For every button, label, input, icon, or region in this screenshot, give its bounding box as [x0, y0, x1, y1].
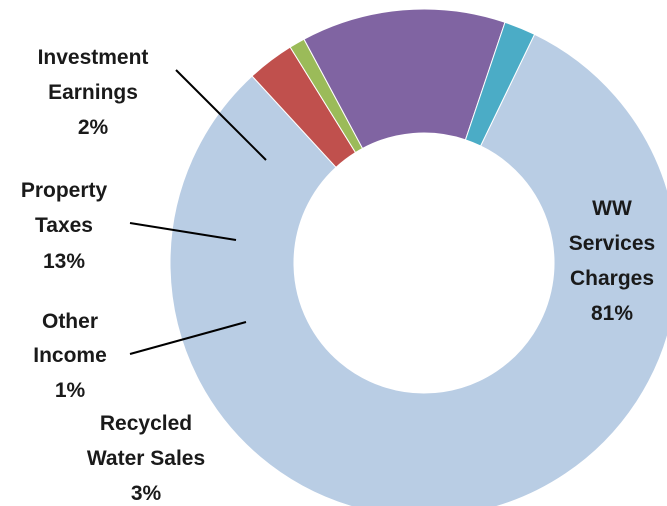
slice-label-ww-services-charges-line1: WW [592, 197, 632, 220]
slice-pct-investment-earnings: 2% [78, 116, 109, 139]
slice-label-recycled-water-sales-line2: Water Sales [87, 447, 205, 470]
slice-label-property-taxes-line1: Property [21, 179, 108, 202]
slice-label-ww-services-charges-line2: Services [569, 232, 655, 255]
slice-label-other-income-line2: Income [33, 344, 107, 367]
slice-investment-earnings [464, 21, 536, 147]
slice-label-other-income-line1: Other [42, 310, 98, 333]
slice-label-investment-earnings-line2: Earnings [48, 81, 138, 104]
leader-line-property-taxes [129, 222, 237, 241]
slice-label-recycled-water-sales-line1: Recycled [100, 412, 192, 435]
slice-pct-ww-services-charges: 81% [591, 302, 633, 325]
slice-label-property-taxes-line2: Taxes [35, 214, 93, 237]
slice-ww-services-charges [169, 33, 667, 506]
slice-label-ww-services-charges-line3: Charges [570, 267, 654, 290]
slice-pct-property-taxes: 13% [43, 250, 85, 273]
leader-line-other-income [129, 321, 247, 355]
slice-label-investment-earnings-line1: Investment [38, 46, 149, 69]
slice-pct-recycled-water-sales: 3% [131, 482, 162, 505]
slice-pct-other-income: 1% [55, 379, 86, 402]
leader-line-investment-earnings [175, 69, 267, 161]
